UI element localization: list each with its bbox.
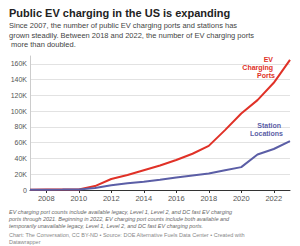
svg-text:Public EV charging in the US i: Public EV charging in the US is expandin…: [9, 7, 230, 19]
svg-text:2008: 2008: [38, 194, 55, 203]
svg-text:140K: 140K: [11, 76, 28, 83]
svg-text:2014: 2014: [135, 194, 152, 203]
svg-text:Locations: Locations: [250, 130, 283, 137]
svg-text:more than doubled.: more than doubled.: [9, 40, 76, 49]
svg-text:2012: 2012: [103, 194, 120, 203]
svg-text:60K: 60K: [15, 139, 28, 146]
svg-text:20K: 20K: [15, 171, 28, 178]
svg-text:80K: 80K: [15, 123, 28, 130]
svg-text:2022: 2022: [265, 194, 282, 203]
svg-text:100K: 100K: [11, 108, 28, 115]
svg-text:EV: EV: [264, 56, 275, 63]
svg-text:0: 0: [23, 187, 27, 194]
svg-text:160K: 160K: [11, 60, 28, 67]
svg-text:2020: 2020: [233, 194, 250, 203]
svg-text:Station: Station: [257, 122, 283, 129]
svg-text:Ports: Ports: [257, 72, 275, 79]
svg-text:2018: 2018: [200, 194, 217, 203]
svg-text:Chart: The Conversation, CC BY: Chart: The Conversation, CC BY-ND • Sour…: [9, 232, 246, 238]
svg-text:EV charging port counts includ: EV charging port counts include availabl…: [9, 209, 234, 215]
svg-text:temporarily unavailable legacy: temporarily unavailable legacy, Level 1,…: [9, 223, 203, 229]
svg-text:40K: 40K: [15, 155, 28, 162]
svg-text:Datawrapper: Datawrapper: [9, 239, 41, 245]
svg-text:ports through 2021. Beginning: ports through 2021. Beginning in 2022, E…: [8, 216, 231, 222]
svg-text:2010: 2010: [70, 194, 87, 203]
svg-text:120K: 120K: [11, 92, 28, 99]
svg-text:grown steadily. Between 2018 a: grown steadily. Between 2018 and 2022, t…: [9, 31, 254, 40]
svg-text:Since 2007, the number of publ: Since 2007, the number of public EV char…: [9, 21, 239, 30]
svg-text:Charging: Charging: [242, 64, 275, 72]
svg-text:2016: 2016: [168, 194, 185, 203]
